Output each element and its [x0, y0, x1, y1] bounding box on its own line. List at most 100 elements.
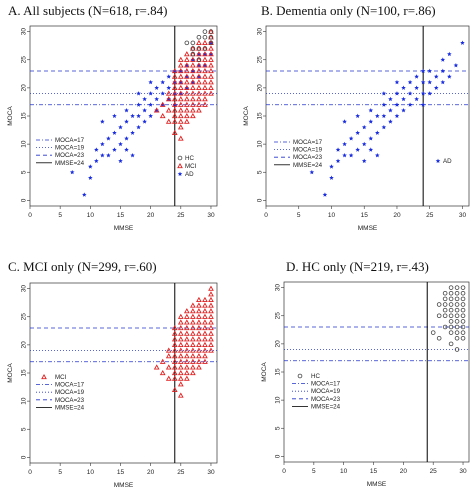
y-tick-label: 5 [21, 170, 28, 174]
x-tick-label: 10 [340, 468, 348, 475]
data-point [94, 147, 99, 152]
data-point [177, 324, 184, 331]
data-point [183, 73, 190, 79]
legend-marker [435, 158, 441, 163]
data-point [460, 319, 466, 324]
legend-item-label: MMSE=24 [55, 160, 85, 167]
data-point [460, 40, 465, 45]
legend-item-label: AD [185, 171, 194, 178]
data-point [184, 40, 190, 46]
y-tick-label: 30 [21, 285, 28, 293]
data-point [177, 84, 184, 91]
data-point [196, 313, 202, 319]
x-tick-label: 5 [297, 212, 301, 219]
data-point [208, 29, 214, 34]
data-point [202, 62, 208, 68]
data-point [442, 324, 448, 330]
data-point [427, 91, 432, 96]
data-point [375, 130, 380, 135]
data-point [460, 307, 466, 313]
data-point [136, 102, 141, 107]
legend-item-label: MOCA=19 [55, 389, 85, 396]
y-tick-label: 0 [275, 454, 282, 458]
data-point [208, 56, 214, 62]
data-point [183, 62, 190, 68]
data-point [460, 335, 466, 341]
y-tick-label: 30 [257, 28, 264, 36]
data-point [177, 90, 184, 96]
x-tick-label: 0 [28, 212, 32, 219]
data-point [448, 330, 454, 335]
data-point [368, 147, 374, 152]
data-point [208, 62, 214, 68]
y-tick-label: 20 [21, 84, 28, 92]
data-point [154, 96, 159, 102]
data-point [420, 91, 426, 96]
data-point [196, 319, 202, 325]
data-point [171, 386, 178, 393]
data-point [381, 102, 387, 107]
data-point [177, 107, 184, 113]
data-point [177, 101, 184, 107]
data-point [183, 308, 190, 314]
chart-panel-4: D. HC only (N=219, r=.43) 0 5 10 15 20 25 30 0 5 1… [261, 259, 470, 488]
data-point [394, 79, 400, 85]
data-point [442, 302, 448, 307]
data-point [159, 101, 166, 107]
data-point [433, 85, 439, 90]
data-point [394, 102, 400, 107]
data-point [208, 336, 214, 342]
data-point [430, 330, 436, 335]
data-point [183, 51, 190, 57]
data-point [448, 313, 454, 319]
data-point [208, 40, 214, 46]
data-point [165, 353, 172, 359]
data-point [335, 158, 341, 163]
legend-item-label: MCI [185, 163, 197, 170]
data-point [436, 313, 442, 319]
data-point [407, 91, 413, 96]
data-point [130, 130, 135, 135]
y-tick-label: 25 [257, 56, 264, 64]
data-point [442, 296, 448, 302]
data-point [118, 141, 123, 147]
data-point [171, 67, 178, 74]
x-tick-label: 0 [28, 469, 32, 476]
data-point [171, 336, 178, 342]
data-point [183, 364, 190, 370]
data-point [171, 330, 178, 336]
x-tick-label: 10 [328, 212, 336, 219]
plot-frame [283, 281, 470, 463]
chart-title: B. Dementia only (N=100, r=.86) [261, 3, 436, 18]
data-point [453, 62, 459, 68]
data-point [196, 79, 202, 85]
data-point [171, 129, 178, 136]
data-point [329, 175, 334, 180]
x-tick-label: 20 [147, 212, 155, 219]
data-point [348, 152, 354, 158]
data-point [183, 56, 190, 62]
data-point [208, 84, 214, 91]
data-point [183, 79, 190, 85]
data-point [196, 46, 202, 51]
data-point [414, 96, 419, 102]
data-point [88, 175, 93, 180]
x-tick-label: 5 [58, 469, 62, 476]
chart-panel-2: B. Dementia only (N=100, r=.86) 0 5 10 15 20 2… [243, 3, 470, 232]
legend-item-label: HC [311, 373, 320, 380]
y-tick-label: 5 [275, 426, 282, 430]
y-tick-label: 10 [21, 397, 28, 405]
series-hc [184, 29, 214, 63]
data-point [196, 57, 202, 63]
chart-title: C. MCI only (N=299, r=.60) [8, 259, 157, 274]
data-point [190, 96, 196, 102]
data-point [177, 118, 184, 124]
data-point [208, 308, 214, 314]
data-point [442, 290, 448, 296]
x-tick-label: 15 [370, 468, 378, 475]
data-point [447, 51, 452, 57]
data-point [183, 353, 190, 359]
legend-item-label: MOCA=23 [293, 154, 323, 161]
data-point [208, 285, 214, 291]
data-point [355, 147, 360, 152]
